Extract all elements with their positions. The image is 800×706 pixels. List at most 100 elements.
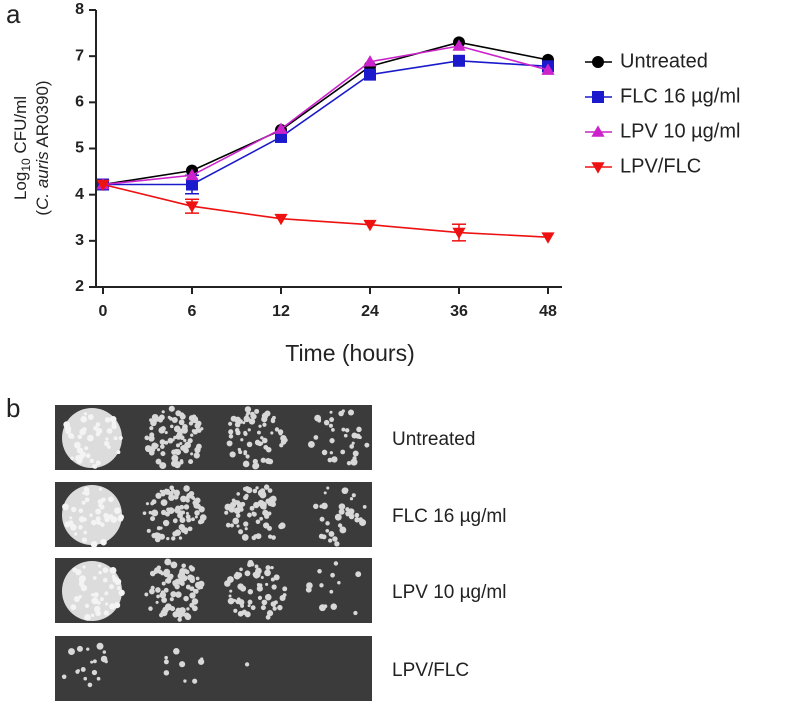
marker <box>363 55 377 67</box>
colony <box>118 435 123 441</box>
panel-label: a <box>6 0 21 29</box>
y-label-part: AR0390) <box>33 80 52 151</box>
colony <box>255 486 259 490</box>
colony <box>229 589 233 593</box>
colony <box>343 487 349 493</box>
colony <box>68 648 75 656</box>
colony <box>319 504 324 509</box>
colony <box>173 425 181 433</box>
colony <box>323 419 330 426</box>
row-label: Untreated <box>392 429 475 450</box>
colony <box>90 660 94 664</box>
colony <box>247 599 253 605</box>
colony <box>266 525 272 531</box>
colony <box>257 499 265 507</box>
colony <box>247 589 254 595</box>
colony <box>156 532 162 538</box>
colony <box>332 536 338 542</box>
marker <box>452 39 466 51</box>
colony <box>242 460 250 468</box>
colony <box>171 416 178 423</box>
colony <box>164 655 168 660</box>
colony <box>100 538 107 546</box>
colony <box>184 441 191 449</box>
colony <box>246 441 253 448</box>
colony <box>179 568 186 575</box>
colony <box>254 564 259 569</box>
colony <box>239 507 244 512</box>
colony <box>95 610 101 617</box>
colony <box>154 443 159 448</box>
colony <box>155 492 162 499</box>
colony <box>328 538 333 543</box>
marker <box>274 122 288 134</box>
colony <box>244 527 248 531</box>
colony <box>107 445 111 449</box>
colony <box>153 416 158 421</box>
colony <box>242 421 246 425</box>
colony <box>267 500 274 507</box>
marker <box>541 63 555 75</box>
colony <box>96 427 103 435</box>
colony <box>170 494 174 498</box>
colony <box>351 493 356 498</box>
colony <box>244 415 249 420</box>
colony <box>193 452 200 459</box>
colony <box>168 573 174 579</box>
colony <box>236 524 240 528</box>
colony <box>189 566 196 572</box>
colony <box>172 518 178 524</box>
colony <box>185 584 191 590</box>
colony <box>183 438 187 443</box>
colony <box>327 457 333 463</box>
colony <box>87 682 93 688</box>
colony <box>352 450 359 457</box>
colony <box>179 504 185 510</box>
colony <box>358 435 362 440</box>
colony <box>337 523 343 528</box>
colony <box>258 583 263 587</box>
colony <box>235 599 239 604</box>
colony <box>330 572 335 578</box>
marker <box>453 54 465 67</box>
colony <box>270 565 274 570</box>
colony <box>239 567 243 572</box>
y-label-part: 10 <box>19 158 33 172</box>
colony <box>151 509 159 517</box>
colony <box>240 603 245 608</box>
colony <box>175 443 181 448</box>
colony <box>351 441 355 445</box>
colony <box>313 503 319 509</box>
colony <box>272 606 277 611</box>
colony <box>188 459 194 465</box>
colony <box>118 514 125 520</box>
colony <box>82 565 86 569</box>
colony <box>261 504 267 510</box>
colony <box>183 612 190 619</box>
colony <box>252 458 258 465</box>
colony <box>84 490 90 496</box>
colony <box>148 449 155 456</box>
x-tick-label: 48 <box>539 303 557 320</box>
colony <box>91 669 98 676</box>
colony <box>326 486 330 490</box>
colony <box>100 655 108 663</box>
colony <box>67 432 74 439</box>
colony <box>257 441 263 447</box>
marker <box>591 162 605 174</box>
colony <box>191 517 195 522</box>
colony <box>259 516 263 521</box>
colony <box>86 647 90 651</box>
colony <box>331 456 338 463</box>
colony <box>149 418 153 422</box>
colony <box>144 435 150 441</box>
colony <box>101 497 106 502</box>
colony <box>197 519 203 525</box>
colony <box>73 596 80 603</box>
colony <box>331 428 335 432</box>
colony <box>108 514 114 519</box>
colony <box>319 583 324 588</box>
colony <box>163 670 170 676</box>
colony <box>187 526 193 532</box>
colony <box>79 451 86 458</box>
